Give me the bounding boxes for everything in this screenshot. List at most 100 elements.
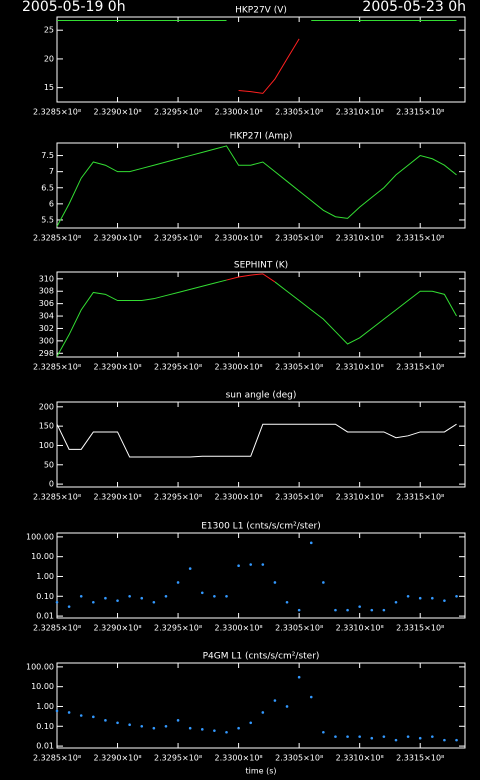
x-tick-label: 2.3290×10⁸ [93, 754, 141, 763]
x-tick-label: 2.3300×10⁸ [215, 624, 263, 633]
y-tick-label: 7.5 [41, 151, 54, 160]
data-point [213, 594, 216, 598]
x-tick-label: 2.3300×10⁸ [215, 234, 263, 243]
x-tick-label: 2.3305×10⁸ [275, 108, 323, 117]
y-tick-label: 15 [44, 83, 54, 92]
data-point [443, 738, 446, 742]
data-point [67, 605, 71, 608]
plot-frame [56, 16, 466, 103]
y-tick-label: 100.00 [26, 662, 54, 671]
chart-title: sun angle (deg) [226, 391, 297, 401]
chart-title: SEPHINT (K) [234, 261, 288, 271]
y-tick-label: 310 [39, 274, 54, 283]
data-point [92, 715, 95, 719]
x-tick-label: 2.3305×10⁸ [275, 754, 323, 763]
y-tick-label: 10.00 [31, 682, 54, 691]
data-point [382, 735, 386, 738]
data-point [394, 738, 398, 742]
x-tick-label: 2.3290×10⁸ [93, 493, 141, 502]
data-line [56, 279, 457, 357]
data-point [285, 600, 289, 604]
data-point [188, 726, 192, 730]
data-point [79, 714, 83, 717]
chart-title: P4GM L1 (cnts/s/cm²/ster) [203, 652, 320, 662]
data-point [261, 711, 265, 714]
data-point [455, 594, 458, 598]
data-point [431, 596, 434, 600]
plot-frame [56, 401, 466, 488]
y-tick-label: 298 [39, 349, 54, 358]
data-point [188, 567, 192, 570]
data-point [55, 600, 59, 604]
data-point [297, 608, 301, 612]
data-point [273, 699, 277, 702]
data-point [273, 581, 277, 584]
data-point [406, 594, 410, 598]
y-tick-label: 5.5 [41, 215, 54, 224]
chart-title: HKP27I (Amp) [230, 132, 293, 142]
y-tick-label: 304 [39, 312, 54, 321]
end-date: 2005-05-23 0h [362, 0, 466, 15]
data-line [56, 423, 457, 458]
data-line [238, 38, 300, 94]
data-point [394, 600, 398, 604]
y-tick-label: 1.00 [36, 702, 54, 711]
data-point [140, 596, 144, 600]
data-point [261, 563, 265, 566]
x-tick-label: 2.3315×10⁸ [396, 108, 444, 117]
x-tick-label: 2.3285×10⁸ [33, 493, 81, 502]
y-tick-label: 50 [44, 460, 54, 469]
data-point [152, 600, 156, 604]
x-tick-label: 2.3310×10⁸ [336, 234, 384, 243]
data-point [225, 594, 228, 598]
data-point [128, 723, 131, 727]
data-point [322, 730, 325, 734]
x-tick-label: 2.3315×10⁸ [396, 754, 444, 763]
y-tick-label: 20 [44, 54, 54, 63]
x-tick-label: 2.3315×10⁸ [396, 234, 444, 243]
data-point [200, 728, 204, 731]
y-tick-label: 0.10 [36, 592, 54, 601]
data-point [164, 724, 168, 728]
data-point [164, 594, 168, 598]
x-tick-label: 2.3305×10⁸ [275, 493, 323, 502]
data-point [309, 541, 313, 545]
x-tick-label: 2.3305×10⁸ [275, 234, 323, 243]
y-tick-label: 200 [39, 402, 54, 411]
x-tick-label: 2.3300×10⁸ [215, 493, 263, 502]
plot-frame [56, 271, 466, 358]
x-tick-label: 2.3315×10⁸ [396, 363, 444, 372]
data-point [370, 736, 374, 740]
data-point [104, 719, 107, 722]
data-point [237, 726, 240, 730]
data-point [297, 675, 301, 679]
x-tick-label: 2.3310×10⁸ [336, 363, 384, 372]
y-tick-label: 308 [39, 287, 54, 296]
x-tick-label: 2.3290×10⁸ [93, 363, 141, 372]
x-tick-label: 2.3285×10⁸ [33, 754, 81, 763]
data-point [334, 735, 337, 738]
x-tick-label: 2.3295×10⁸ [154, 234, 202, 243]
data-point [176, 581, 180, 584]
data-point [237, 564, 240, 568]
data-point [152, 726, 156, 730]
data-point [418, 736, 422, 740]
x-tick-label: 2.3285×10⁸ [33, 108, 81, 117]
y-tick-label: 6.5 [41, 183, 54, 192]
x-tick-label: 2.3290×10⁸ [93, 108, 141, 117]
data-point [55, 709, 59, 713]
x-tick-label: 2.3310×10⁸ [336, 754, 384, 763]
x-axis-label: time (s) [245, 767, 276, 776]
data-line [226, 273, 276, 283]
data-point [358, 735, 361, 738]
x-tick-label: 2.3295×10⁸ [154, 624, 202, 633]
start-date: 2005-05-19 0h [22, 0, 126, 15]
data-point [140, 724, 144, 728]
data-point [116, 599, 119, 602]
y-tick-label: 0 [49, 480, 54, 489]
y-tick-label: 306 [39, 299, 54, 308]
data-point [346, 735, 349, 738]
data-point [443, 599, 446, 602]
data-point [285, 705, 289, 708]
x-tick-label: 2.3310×10⁸ [336, 624, 384, 633]
